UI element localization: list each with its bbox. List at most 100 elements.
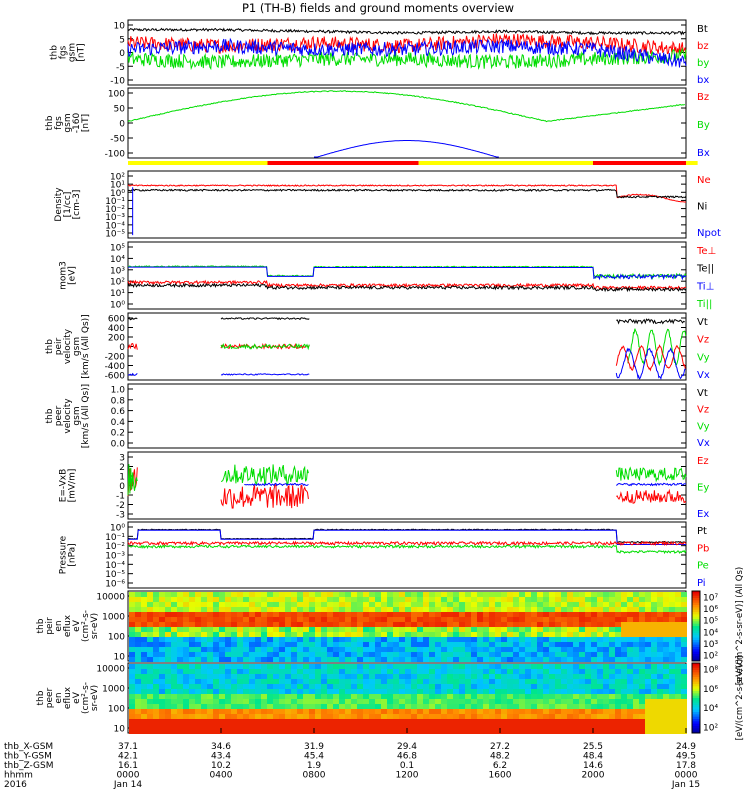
- spectrogram-cell: [543, 617, 549, 622]
- spectrogram-cell: [249, 719, 255, 724]
- spectrogram-cell: [651, 729, 657, 734]
- spectrogram-cell: [555, 729, 561, 734]
- spectrogram-cell: [339, 592, 345, 597]
- spectrogram-cell: [447, 657, 453, 662]
- x-row-value: 2000: [582, 771, 605, 781]
- spectrogram-cell: [297, 602, 303, 607]
- spectrogram-cell: [375, 617, 381, 622]
- spectrogram-cell: [285, 652, 291, 657]
- spectrogram-cell: [393, 674, 399, 679]
- spectrogram-cell: [351, 679, 357, 684]
- spectrogram-cell: [435, 612, 441, 617]
- spectrogram-cell: [321, 612, 327, 617]
- spectrogram-cell: [339, 597, 345, 602]
- spectrogram-cell: [135, 617, 141, 622]
- spectrogram-cell: [273, 714, 279, 719]
- spectrogram-cell: [165, 632, 171, 637]
- spectrogram-cell: [237, 637, 243, 642]
- spectrogram-cell: [597, 647, 603, 652]
- spectrogram-cell: [453, 642, 459, 647]
- spectrogram-cell: [141, 699, 147, 704]
- spectrogram-cell: [585, 714, 591, 719]
- spectrogram-cell: [663, 617, 669, 622]
- spectrogram-cell: [297, 622, 303, 627]
- spectrogram-cell: [297, 617, 303, 622]
- spectrogram-cell: [339, 664, 345, 669]
- spectrogram-cell: [441, 709, 447, 714]
- spectrogram-cell: [615, 632, 621, 637]
- spectrogram-cell: [435, 669, 441, 674]
- spectrogram-cell: [519, 674, 525, 679]
- spectrogram-cell: [159, 622, 165, 627]
- spectrogram-cell: [309, 699, 315, 704]
- spectrogram-cell: [663, 719, 669, 724]
- spectrogram-cell: [381, 689, 387, 694]
- spectrogram-cell: [447, 627, 453, 632]
- spectrogram-cell: [567, 652, 573, 657]
- spectrogram-cell: [387, 669, 393, 674]
- spectrogram-cell: [345, 694, 351, 699]
- panel-9-ylabel-line: thb: [36, 618, 46, 633]
- spectrogram-cell: [669, 602, 675, 607]
- spectrogram-cell: [675, 632, 681, 637]
- spectrogram-cell: [519, 714, 525, 719]
- spectrogram-cell: [177, 689, 183, 694]
- spectrogram-cell: [453, 652, 459, 657]
- spectrogram-cell: [345, 612, 351, 617]
- spectrogram-cell: [315, 684, 321, 689]
- spectrogram-cell: [357, 714, 363, 719]
- spectrogram-cell: [261, 669, 267, 674]
- spectrogram-cell: [561, 602, 567, 607]
- spectrogram-cell: [285, 684, 291, 689]
- spectrogram-cell: [249, 647, 255, 652]
- spectrogram-cell: [153, 617, 159, 622]
- spectrogram-cell: [405, 664, 411, 669]
- spectrogram-cell: [213, 617, 219, 622]
- spectrogram-cell: [291, 642, 297, 647]
- spectrogram-cell: [357, 684, 363, 689]
- spectrogram-cell: [255, 719, 261, 724]
- spectrogram-cell: [411, 724, 417, 729]
- spectrogram-cell: [177, 592, 183, 597]
- spectrogram-cell: [285, 694, 291, 699]
- spectrogram-cell: [339, 617, 345, 622]
- spectrogram-cell: [303, 632, 309, 637]
- spectrogram-cell: [633, 694, 639, 699]
- spectrogram-cell: [393, 704, 399, 709]
- spectrogram-cell: [507, 684, 513, 689]
- spectrogram-cell: [573, 719, 579, 724]
- spectrogram-cell: [681, 669, 687, 674]
- spectrogram-cell: [639, 669, 645, 674]
- spectrogram-cell: [615, 622, 621, 627]
- spectrogram-cell: [591, 602, 597, 607]
- spectrogram-cell: [231, 652, 237, 657]
- panel-1-ylabel-line: fgs: [59, 45, 69, 59]
- spectrogram-cell: [333, 617, 339, 622]
- spectrogram-cell: [231, 699, 237, 704]
- spectrogram-cell: [627, 657, 633, 662]
- colorbar-cell: [692, 602, 700, 606]
- spectrogram-cell: [357, 679, 363, 684]
- spectrogram-cell: [261, 647, 267, 652]
- spectrogram-cell: [255, 607, 261, 612]
- spectrogram-cell: [411, 632, 417, 637]
- spectrogram-cell: [411, 597, 417, 602]
- spectrogram-cell: [561, 729, 567, 734]
- spectrogram-cell: [423, 699, 429, 704]
- spectrogram-cell: [543, 592, 549, 597]
- spectrogram-cell: [219, 627, 225, 632]
- spectrogram-cell: [675, 689, 681, 694]
- spectrogram-cell: [171, 637, 177, 642]
- spectrogram-cell: [231, 669, 237, 674]
- spectrogram-cell: [225, 664, 231, 669]
- spectrogram-cell: [183, 617, 189, 622]
- spectrogram-cell: [495, 652, 501, 657]
- panel-8-tick-label: 10⁻³: [105, 552, 125, 562]
- spectrogram-cell: [345, 714, 351, 719]
- spectrogram-cell: [597, 592, 603, 597]
- spectrogram-cell: [555, 627, 561, 632]
- spectrogram-cell: [495, 627, 501, 632]
- spectrogram-cell: [201, 684, 207, 689]
- spectrogram-cell: [237, 642, 243, 647]
